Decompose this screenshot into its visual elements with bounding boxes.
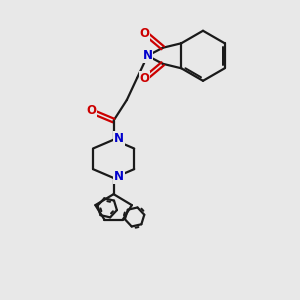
Text: N: N [142, 49, 152, 62]
Text: O: O [86, 104, 97, 117]
Text: N: N [114, 132, 124, 145]
Text: O: O [140, 72, 149, 85]
Text: N: N [114, 170, 124, 183]
Text: O: O [140, 27, 149, 40]
